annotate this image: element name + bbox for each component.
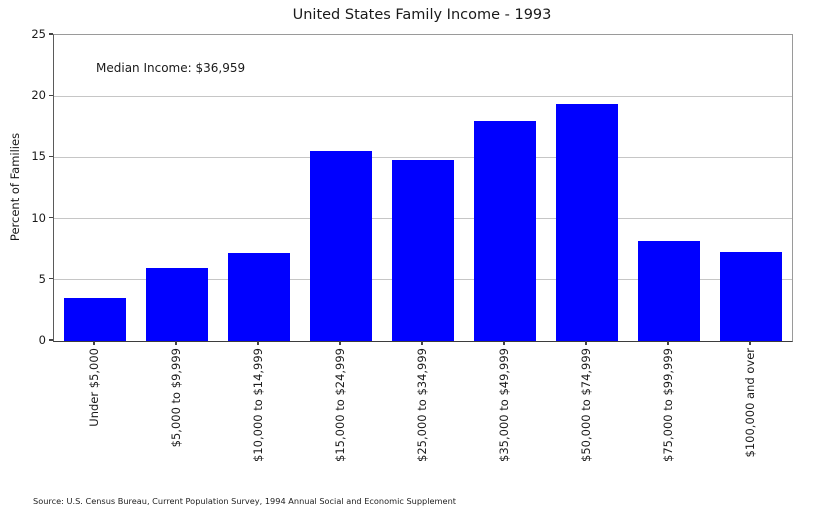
x-tick-label-text: $10,000 to $14,999 — [251, 348, 265, 462]
x-tick-mark — [503, 341, 505, 346]
median-income-annotation: Median Income: $36,959 — [96, 61, 246, 75]
x-tick-label-text: $50,000 to $74,999 — [579, 348, 593, 462]
x-tick-mark — [93, 341, 95, 346]
y-tick-mark — [49, 339, 53, 341]
source-note: Source: U.S. Census Bureau, Current Popu… — [33, 496, 456, 506]
plot-area: Median Income: $36,959 — [53, 34, 793, 342]
x-tick-label-text: $5,000 to $9,999 — [169, 348, 183, 448]
x-tick-mark — [749, 341, 751, 346]
x-tick-mark — [585, 341, 587, 346]
x-tick-mark — [339, 341, 341, 346]
bar — [64, 298, 126, 341]
y-tick-mark — [49, 94, 53, 96]
y-tick-mark — [49, 217, 53, 219]
y-tick-mark — [49, 278, 53, 280]
x-tick-mark — [421, 341, 423, 346]
x-tick-label-text: $75,000 to $99,999 — [661, 348, 675, 462]
y-tick-label: 15 — [31, 149, 46, 164]
bar — [310, 151, 372, 341]
gridline — [54, 95, 792, 97]
x-tick-label-text: $15,000 to $24,999 — [333, 348, 347, 462]
y-tick-mark — [49, 155, 53, 157]
x-tick-mark — [257, 341, 259, 346]
x-tick-label-text: Under $5,000 — [87, 348, 101, 427]
y-tick-label: 0 — [38, 333, 46, 347]
gridline — [54, 156, 792, 158]
x-tick-label-text: $100,000 and over — [743, 348, 757, 458]
y-tick-label: 20 — [31, 88, 46, 103]
bar — [720, 251, 782, 341]
chart-title: United States Family Income - 1993 — [292, 7, 552, 23]
y-tick-label: 10 — [31, 210, 46, 225]
y-tick-label: 5 — [38, 271, 46, 286]
x-tick-label-text: $25,000 to $34,999 — [415, 348, 429, 462]
x-tick-label-text: $35,000 to $49,999 — [497, 348, 511, 462]
bar — [228, 252, 290, 341]
bar — [146, 267, 208, 341]
bar — [556, 103, 618, 341]
x-tick-mark — [175, 341, 177, 346]
bar — [392, 159, 454, 341]
bar — [638, 240, 700, 341]
y-tick-label: 25 — [31, 27, 46, 41]
y-tick-mark — [49, 33, 53, 35]
x-tick-mark — [667, 341, 669, 346]
bar — [474, 120, 536, 341]
